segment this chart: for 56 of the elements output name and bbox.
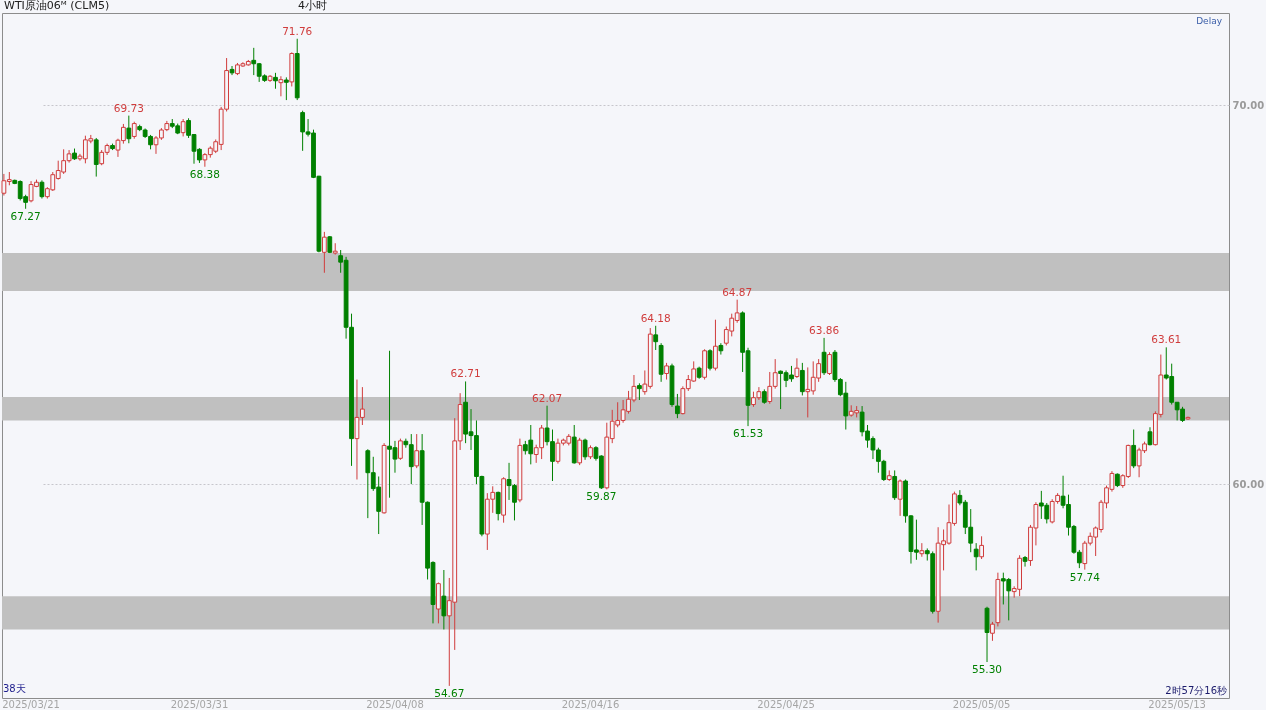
annotation: 57.74 [1069,570,1101,583]
y-tick-label: 70.00 [1232,99,1265,111]
y-tick-label: 60.00 [1232,478,1265,490]
candlestick [398,438,403,461]
candlestick [990,621,995,642]
candlestick [897,479,903,517]
x-tick-label: 2025/04/25 [757,698,815,710]
x-tick-label: 2025/05/13 [1148,698,1206,710]
candlestick [495,491,501,521]
candlestick [283,76,289,101]
x-tick-label: 2025/04/08 [366,698,424,710]
annotation: 71.76 [282,24,313,37]
candlestick [1131,429,1137,469]
candlestick [799,362,805,396]
candlestick [577,437,583,466]
x-tick-label: 2025/03/31 [170,698,229,710]
candlestick [321,231,327,274]
candlestick [675,393,680,419]
annotation: 54.67 [434,686,465,699]
annotation: 63.86 [809,323,840,336]
annotation: 67.27 [10,209,41,222]
candlestick [39,179,45,200]
candlestick [653,325,659,351]
annotation: 63.61 [1151,333,1182,346]
candlestick [441,569,447,630]
x-tick-label: 2025/03/21 [2,698,60,710]
annotation: 69.73 [113,101,144,114]
annotation: 61.53 [733,427,764,440]
candlestick [414,433,420,469]
annotation: 59.87 [586,489,617,502]
candlestick [229,65,235,76]
annotation: 2时57分16秒 [1165,685,1227,696]
candlestick [126,115,132,144]
x-tick-label: 2025/04/16 [561,698,620,710]
chart-title: WTI原油06ᴹ (CLM5) [4,0,110,12]
candlestick [278,75,284,97]
candlestick [827,351,832,376]
annotation: 38天 [3,683,26,694]
annotation: 64.18 [640,311,671,324]
candlestick [707,348,713,371]
text: 4小时 [298,0,327,12]
candlestick [1022,555,1028,568]
candlestick [892,469,898,501]
candlestick [794,357,800,379]
candlestick [821,337,827,376]
annotation: 64.87 [722,285,753,298]
annotation: 55.30 [971,663,1003,676]
annotation: 62.07 [532,391,563,404]
candlestick [718,342,724,356]
candlestick [713,319,718,371]
x-tick-label: 2025/05/05 [952,698,1011,710]
annotation: 62.71 [450,367,481,380]
text: Delay [1196,16,1223,26]
candlestick [973,542,979,571]
annotation: 68.38 [189,167,220,180]
candlestick [979,535,984,560]
